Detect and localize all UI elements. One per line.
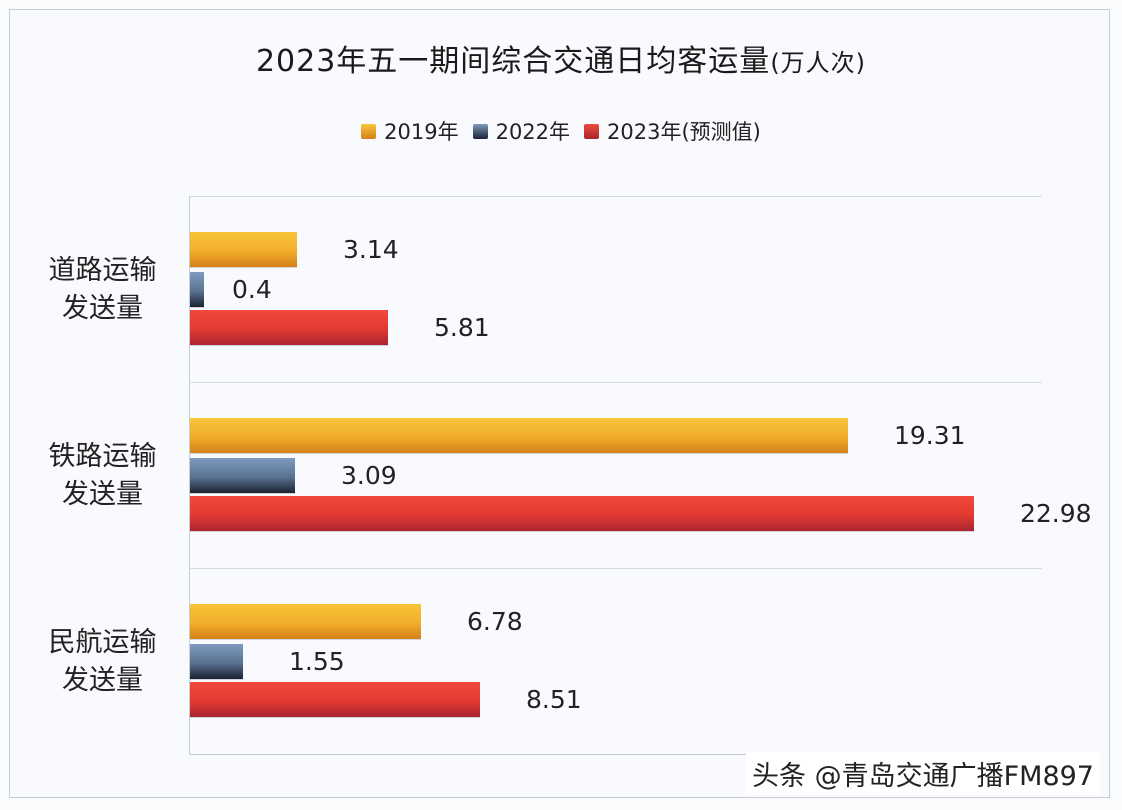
legend-label-2022: 2022年: [495, 120, 571, 144]
chart-title-unit: (万人次): [770, 49, 867, 77]
category-label-line: 铁路运输: [48, 441, 157, 472]
value-label-rail-2022: 3.09: [341, 461, 397, 490]
gridline: [190, 568, 1042, 569]
value-label-road-2019: 3.14: [343, 235, 399, 264]
bar-aviation-2019: [190, 604, 421, 639]
legend-swatch-2022: [472, 123, 488, 139]
category-label-line: 民航运输: [48, 627, 157, 658]
plot-area: 3.14 0.4 5.81 19.31 3.09 22.98 6.78 1.55…: [189, 196, 1092, 755]
legend-item-2019: 2019年: [361, 116, 459, 146]
legend: 2019年 2022年 2023年(预测值): [0, 116, 1122, 146]
bar-rail-2022: [190, 458, 295, 493]
bar-rail-2019: [190, 418, 848, 453]
category-label-line: 发送量: [62, 665, 143, 696]
category-label-aviation: 民航运输 发送量: [20, 624, 185, 700]
legend-label-2019: 2019年: [384, 120, 459, 144]
value-label-rail-2023: 22.98: [1020, 499, 1092, 528]
category-label-road: 道路运输 发送量: [20, 252, 185, 328]
category-label-line: 发送量: [62, 293, 143, 324]
category-label-line: 道路运输: [48, 255, 157, 286]
value-label-aviation-2023: 8.51: [526, 685, 582, 714]
value-label-aviation-2019: 6.78: [467, 607, 523, 636]
category-label-rail: 铁路运输 发送量: [20, 438, 185, 514]
value-label-aviation-2022: 1.55: [289, 647, 345, 676]
bar-road-2022: [190, 272, 204, 307]
watermark: 头条 @青岛交通广播FM897: [746, 752, 1100, 795]
chart-title: 2023年五一期间综合交通日均客运量(万人次): [0, 36, 1122, 80]
legend-item-2023: 2023年(预测值): [584, 116, 761, 146]
gridline: [190, 382, 1042, 383]
legend-swatch-2019: [361, 123, 377, 139]
bar-rail-2023: [190, 496, 974, 531]
value-label-road-2022: 0.4: [232, 275, 272, 304]
gridline: [190, 196, 1042, 197]
value-label-rail-2019: 19.31: [894, 421, 966, 450]
legend-label-2023: 2023年(预测值): [607, 120, 761, 144]
bar-aviation-2022: [190, 644, 243, 679]
legend-item-2022: 2022年: [472, 116, 571, 146]
value-label-road-2023: 5.81: [434, 313, 490, 342]
chart-title-text: 2023年五一期间综合交通日均客运量: [255, 44, 771, 79]
bar-road-2019: [190, 232, 297, 267]
bar-road-2023: [190, 310, 388, 345]
category-label-line: 发送量: [62, 479, 143, 510]
bar-aviation-2023: [190, 682, 480, 717]
legend-swatch-2023: [584, 123, 600, 139]
